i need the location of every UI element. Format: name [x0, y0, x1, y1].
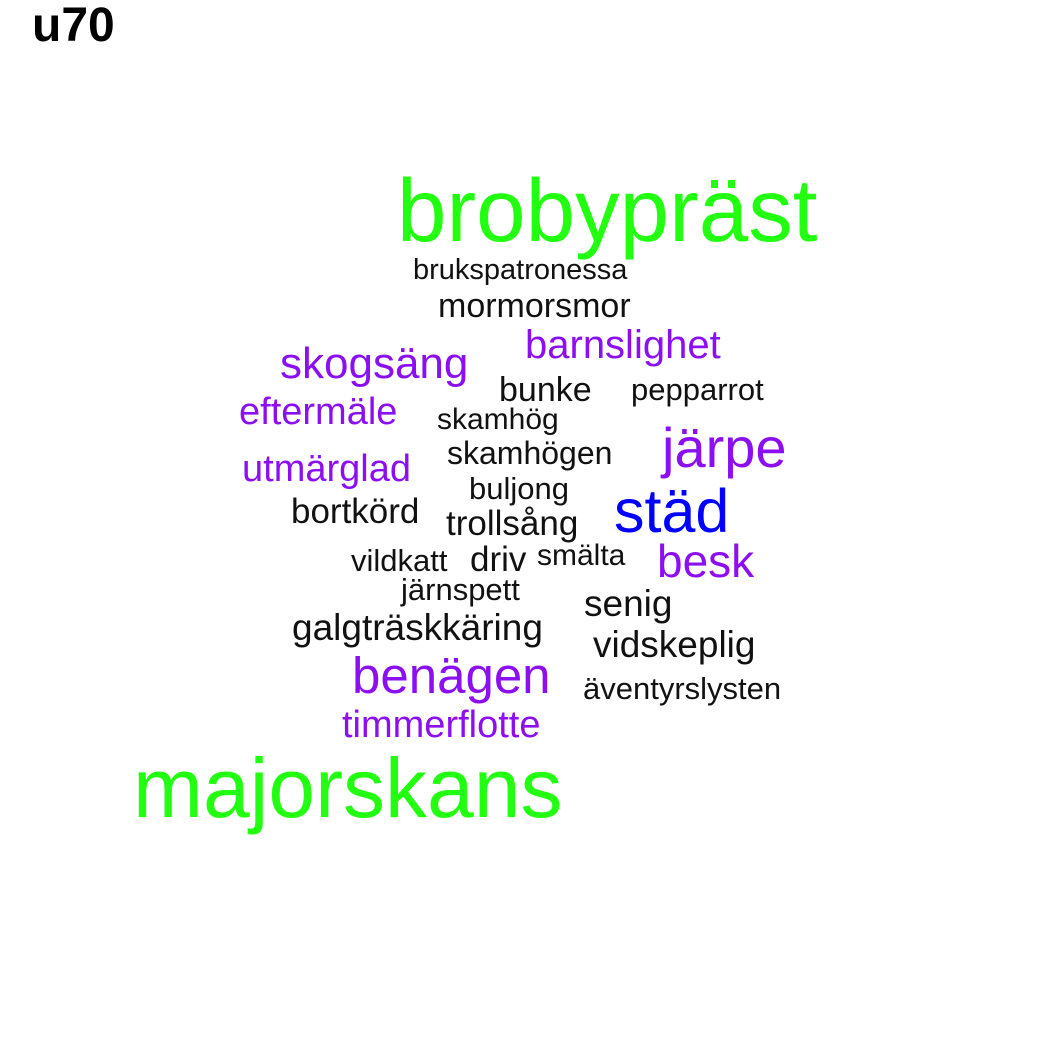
cloud-word: pepparrot	[631, 372, 764, 407]
cloud-word: brukspatronessa	[413, 254, 628, 286]
cloud-word: eftermäle	[239, 391, 398, 433]
cloud-word: benägen	[352, 647, 551, 704]
cloud-word: brobypräst	[397, 160, 818, 260]
cloud-word: skogsäng	[280, 339, 469, 388]
cloud-word: timmerflotte	[342, 704, 541, 746]
cloud-word: barnslighet	[525, 323, 721, 367]
cloud-word: städ	[614, 477, 730, 545]
cloud-word: galgträskkäring	[292, 607, 543, 648]
cloud-word: buljong	[469, 471, 569, 506]
page-title: u70	[32, 0, 115, 52]
cloud-word: vidskeplig	[593, 624, 756, 665]
cloud-word: bortkörd	[291, 492, 420, 531]
cloud-word: driv	[470, 540, 527, 579]
cloud-word: majorskans	[133, 741, 563, 835]
cloud-word: besk	[657, 535, 755, 587]
cloud-word: skamhögen	[447, 435, 613, 471]
cloud-word: bunke	[499, 371, 592, 409]
cloud-word: vildkatt	[351, 543, 448, 578]
cloud-word: mormorsmor	[438, 287, 631, 325]
cloud-word: skamhög	[437, 403, 559, 436]
cloud-word: trollsång	[446, 504, 579, 543]
cloud-word: järnspett	[401, 572, 520, 607]
cloud-word: utmärglad	[242, 448, 411, 490]
cloud-word: äventyrslysten	[583, 671, 782, 706]
cloud-word: smälta	[537, 539, 626, 572]
cloud-word: senig	[584, 583, 673, 624]
cloud-word: järpe	[662, 416, 787, 479]
